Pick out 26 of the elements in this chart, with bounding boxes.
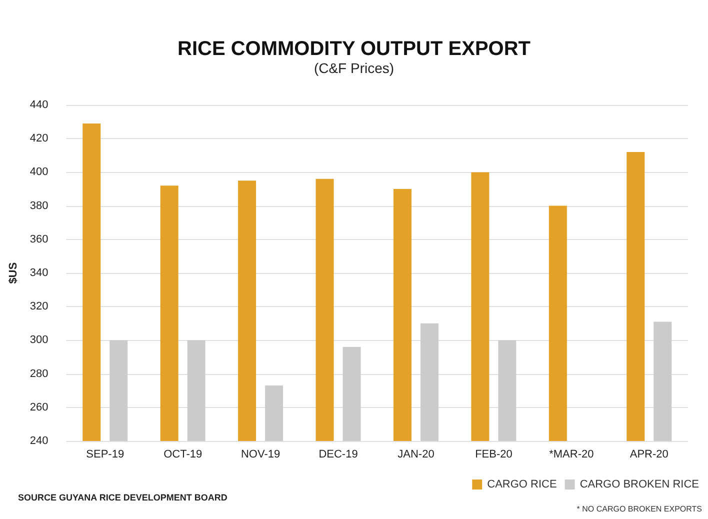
- x-tick-label: SEP-19: [86, 448, 124, 460]
- x-tick-label: *MAR-20: [549, 448, 594, 460]
- y-tick-label: 280: [30, 368, 48, 380]
- y-tick-label: 260: [30, 401, 48, 414]
- legend-label: CARGO RICE: [487, 478, 557, 490]
- y-tick-label: 300: [30, 334, 48, 346]
- x-tick-label: NOV-19: [240, 448, 280, 460]
- chart-title: RICE COMMODITY OUTPUT EXPORT: [178, 38, 530, 60]
- text: * NO CARGO BROKEN EXPORTS: [576, 504, 702, 514]
- x-tick-label: DEC-19: [318, 448, 358, 460]
- y-tick-label: 340: [30, 267, 48, 279]
- y-tick-label: 320: [30, 300, 48, 313]
- y-tick-label: 240: [30, 435, 48, 447]
- x-tick-label: OCT-19: [164, 448, 202, 460]
- y-tick-label: 440: [30, 99, 48, 111]
- x-tick-label: APR-20: [630, 448, 668, 460]
- y-tick-label: 380: [30, 200, 48, 212]
- y-tick-label: 360: [30, 233, 48, 246]
- x-tick-label: FEB-20: [475, 448, 512, 460]
- legend-label: CARGO BROKEN RICE: [580, 478, 700, 490]
- y-tick-label: 400: [30, 166, 48, 178]
- y-tick-label: 420: [30, 132, 48, 145]
- x-tick-label: JAN-20: [398, 448, 434, 460]
- chart-subtitle: (C&F Prices): [314, 60, 394, 76]
- source-note: SOURCE GUYANA RICE DEVELOPMENT BOARD: [18, 492, 228, 502]
- y-axis-title: $US: [8, 262, 20, 284]
